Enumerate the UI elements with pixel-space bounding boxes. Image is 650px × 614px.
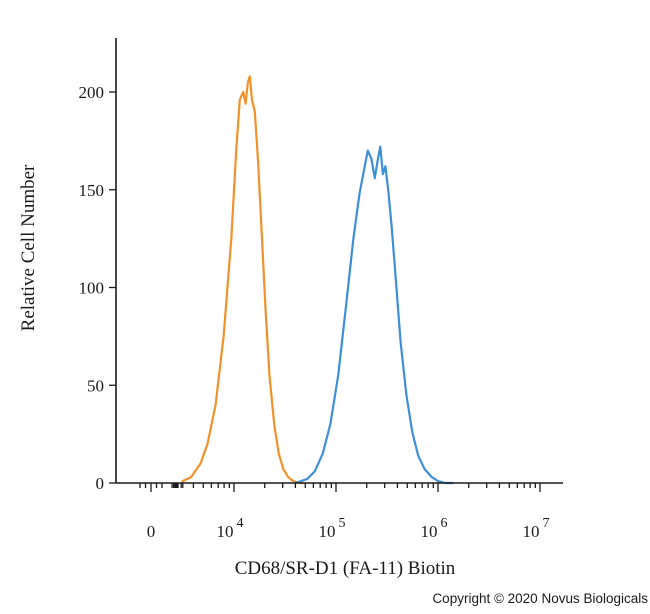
x-tick-label: 10 5 bbox=[319, 516, 346, 541]
x-tick-label: 10 6 bbox=[421, 516, 448, 541]
axes-layer bbox=[115, 38, 563, 484]
series-layer bbox=[181, 75, 453, 485]
histogram-series-2 bbox=[295, 145, 453, 485]
x-tick-label: 0 bbox=[147, 522, 156, 541]
y-axis-title: Relative Cell Number bbox=[18, 164, 39, 331]
x-tick-label: 10 4 bbox=[217, 516, 244, 541]
histogram-series-1 bbox=[181, 75, 304, 485]
y-tick-label: 150 bbox=[79, 181, 105, 200]
y-tick-label: 200 bbox=[79, 83, 105, 102]
y-tick-label: 0 bbox=[96, 474, 105, 493]
y-tick-label: 100 bbox=[79, 279, 105, 298]
x-tick-label: 10 7 bbox=[523, 516, 550, 541]
y-tick-label: 50 bbox=[87, 376, 104, 395]
x-axis-title: CD68/SR-D1 (FA-11) Biotin bbox=[235, 558, 456, 579]
copyright-text: Copyright © 2020 Novus Biologicals bbox=[432, 591, 648, 606]
